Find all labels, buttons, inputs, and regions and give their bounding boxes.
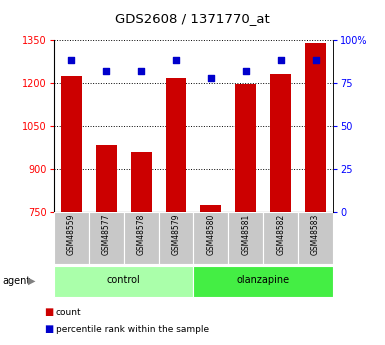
Text: GSM48579: GSM48579 <box>171 214 181 255</box>
Bar <box>89 212 124 264</box>
Point <box>103 68 109 73</box>
Bar <box>131 152 152 212</box>
Point <box>173 58 179 63</box>
Text: GSM48577: GSM48577 <box>102 214 111 255</box>
Bar <box>61 76 82 212</box>
Bar <box>194 212 228 264</box>
Bar <box>166 78 186 212</box>
Bar <box>298 212 333 264</box>
Text: GSM48581: GSM48581 <box>241 214 250 255</box>
Text: ▶: ▶ <box>28 276 35 286</box>
Point <box>68 58 74 63</box>
Text: control: control <box>107 276 141 285</box>
Point <box>313 58 319 63</box>
Bar <box>159 212 194 264</box>
Bar <box>194 266 333 297</box>
Point <box>138 68 144 73</box>
Text: GSM48559: GSM48559 <box>67 214 76 255</box>
Bar <box>54 266 194 297</box>
Text: GSM48582: GSM48582 <box>276 214 285 255</box>
Text: percentile rank within the sample: percentile rank within the sample <box>56 325 209 334</box>
Bar <box>305 42 326 212</box>
Text: GSM48580: GSM48580 <box>206 214 216 255</box>
Point <box>278 58 284 63</box>
Bar <box>124 212 159 264</box>
Bar <box>263 212 298 264</box>
Text: agent: agent <box>2 276 30 286</box>
Text: GSM48578: GSM48578 <box>137 214 146 255</box>
Bar <box>201 205 221 212</box>
Bar <box>235 84 256 212</box>
Point <box>208 75 214 80</box>
Bar <box>96 145 117 212</box>
Bar <box>270 74 291 212</box>
Text: olanzapine: olanzapine <box>237 276 290 285</box>
Text: count: count <box>56 308 82 317</box>
Text: GSM48583: GSM48583 <box>311 214 320 255</box>
Point <box>243 68 249 73</box>
Text: ■: ■ <box>44 307 54 317</box>
Bar <box>54 212 89 264</box>
Bar <box>228 212 263 264</box>
Text: GDS2608 / 1371770_at: GDS2608 / 1371770_at <box>115 12 270 25</box>
Text: ■: ■ <box>44 325 54 334</box>
